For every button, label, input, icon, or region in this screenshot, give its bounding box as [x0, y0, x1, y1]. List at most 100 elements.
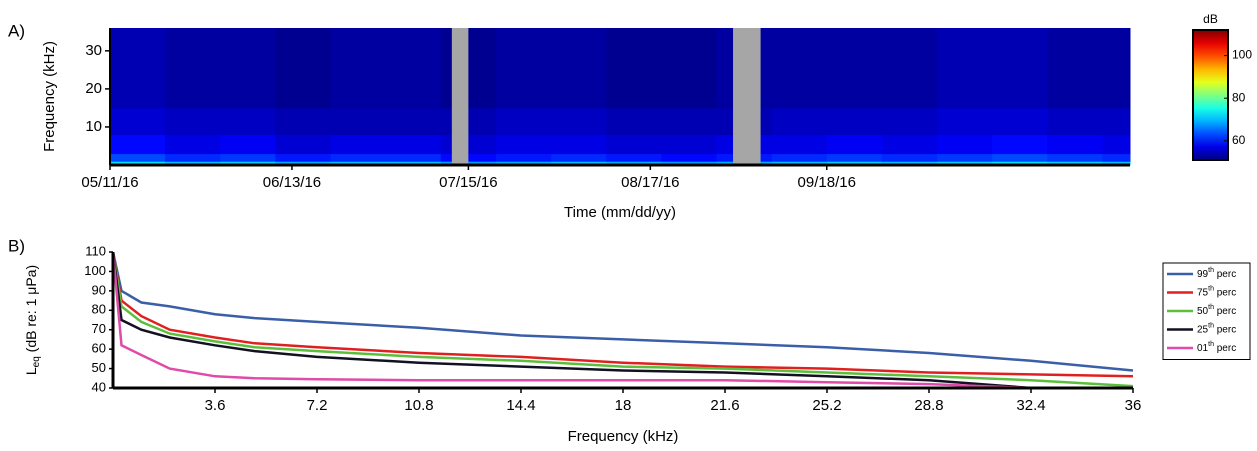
- heatmap-cell: [881, 28, 938, 109]
- heatmap-cell: [330, 161, 387, 166]
- x-tick-label: 36: [1125, 397, 1142, 414]
- heatmap-cell: [937, 107, 993, 136]
- heatmap-cell: [495, 134, 552, 155]
- heatmap-cell: [330, 28, 387, 109]
- heatmap-cell: [330, 134, 387, 155]
- y-tick-label: 80: [92, 302, 106, 317]
- heatmap-cell: [551, 153, 607, 162]
- heatmap-cell: [551, 161, 607, 166]
- legend-label: 50th perc: [1197, 304, 1236, 317]
- line-series: [113, 252, 1099, 388]
- heatmap-cell: [495, 153, 552, 162]
- heatmap-cell: [110, 161, 166, 166]
- x-tick-label: 06/13/16: [263, 174, 321, 191]
- heatmap-cell: [826, 161, 883, 166]
- heatmap-cell: [495, 107, 552, 136]
- heatmap-cell: [275, 153, 332, 162]
- heatmap-cell: [385, 153, 442, 162]
- y-tick-label: 50: [92, 360, 106, 375]
- x-axis-label: Time (mm/dd/yy): [564, 204, 676, 221]
- heatmap-cell: [330, 153, 387, 162]
- heatmap-cell: [385, 161, 442, 166]
- x-tick-label: 7.2: [307, 397, 328, 414]
- heatmap-cell: [385, 134, 442, 155]
- heatmap-cell: [606, 134, 662, 155]
- heatmap-cell: [992, 153, 1048, 162]
- heatmap-cell: [771, 161, 828, 166]
- heatmap-cell: [110, 28, 166, 109]
- x-tick-label: 05/11/16: [81, 174, 138, 191]
- x-tick-label: 25.2: [812, 397, 841, 414]
- heatmap-cell: [1102, 107, 1131, 136]
- heatmap-cell: [165, 107, 221, 136]
- heatmap-cell: [826, 28, 883, 109]
- x-tick-label: 28.8: [914, 397, 943, 414]
- heatmap-cell: [165, 28, 221, 109]
- heatmap-cell: [1047, 161, 1103, 166]
- heatmap-cell: [1102, 134, 1131, 155]
- legend-label: 25th perc: [1197, 322, 1236, 335]
- heatmap-cell: [330, 107, 387, 136]
- heatmap-cell: [606, 28, 662, 109]
- heatmap-cell: [1047, 28, 1103, 109]
- y-tick-label: 10: [85, 118, 102, 135]
- data-gap: [451, 28, 469, 165]
- legend-label: 99th perc: [1197, 267, 1236, 280]
- y-tick-label: 70: [92, 321, 106, 336]
- heatmap-cell: [606, 153, 662, 162]
- heatmap-cell: [1102, 161, 1131, 166]
- heatmap-cell: [661, 134, 717, 155]
- x-tick-label: 3.6: [205, 397, 226, 414]
- heatmap-cell: [275, 161, 332, 166]
- x-tick-label: 08/17/16: [621, 174, 679, 191]
- y-axis-label: Leq (dB re: 1 μPa): [23, 265, 42, 375]
- colorbar-tick-label: 80: [1232, 90, 1246, 104]
- heatmap-cell: [937, 28, 993, 109]
- heatmap-cell: [220, 153, 276, 162]
- heatmap-cell: [495, 28, 552, 109]
- line-series: [113, 252, 1133, 372]
- heatmap-cell: [551, 107, 607, 136]
- heatmap-cell: [606, 161, 662, 166]
- heatmap-cell: [881, 107, 938, 136]
- heatmap-cell: [937, 161, 993, 166]
- y-tick-label: 20: [85, 80, 102, 97]
- line-series: [113, 252, 1064, 388]
- legend-label: 75th perc: [1197, 285, 1236, 298]
- heatmap-cell: [606, 107, 662, 136]
- heatmap-cell: [275, 134, 332, 155]
- y-axis-label: Frequency (kHz): [41, 41, 58, 152]
- heatmap-cell: [275, 28, 332, 109]
- heatmap-cell: [881, 134, 938, 155]
- heatmap-cell: [165, 134, 221, 155]
- heatmap-cell: [110, 153, 166, 162]
- heatmap-cell: [826, 153, 883, 162]
- heatmap-cell: [826, 134, 883, 155]
- data-gap: [733, 28, 761, 165]
- colorbar-tick-label: 100: [1232, 48, 1252, 62]
- heatmap-cell: [165, 161, 221, 166]
- colorbar: [1192, 29, 1229, 161]
- heatmap-cell: [440, 161, 497, 166]
- heatmap-cell: [992, 134, 1048, 155]
- heatmap-cell: [771, 134, 828, 155]
- heatmap-cell: [110, 107, 166, 136]
- heatmap-cell: [661, 28, 717, 109]
- heatmap-cell: [937, 153, 993, 162]
- heatmap-cell: [440, 153, 497, 162]
- x-tick-label: 07/15/16: [439, 174, 497, 191]
- x-tick-label: 21.6: [710, 397, 739, 414]
- panel-label: B): [8, 236, 25, 255]
- heatmap-cell: [881, 161, 938, 166]
- heatmap-cell: [440, 28, 497, 109]
- heatmap-cell: [385, 28, 442, 109]
- heatmap-cell: [440, 134, 497, 155]
- line-series: [113, 252, 1133, 388]
- heatmap-cell: [1047, 107, 1103, 136]
- y-tick-label: 60: [92, 341, 106, 356]
- x-tick-label: 14.4: [506, 397, 535, 414]
- y-tick-label: 30: [85, 42, 102, 59]
- panel-label: A): [8, 21, 25, 40]
- x-axis-label: Frequency (kHz): [568, 428, 679, 445]
